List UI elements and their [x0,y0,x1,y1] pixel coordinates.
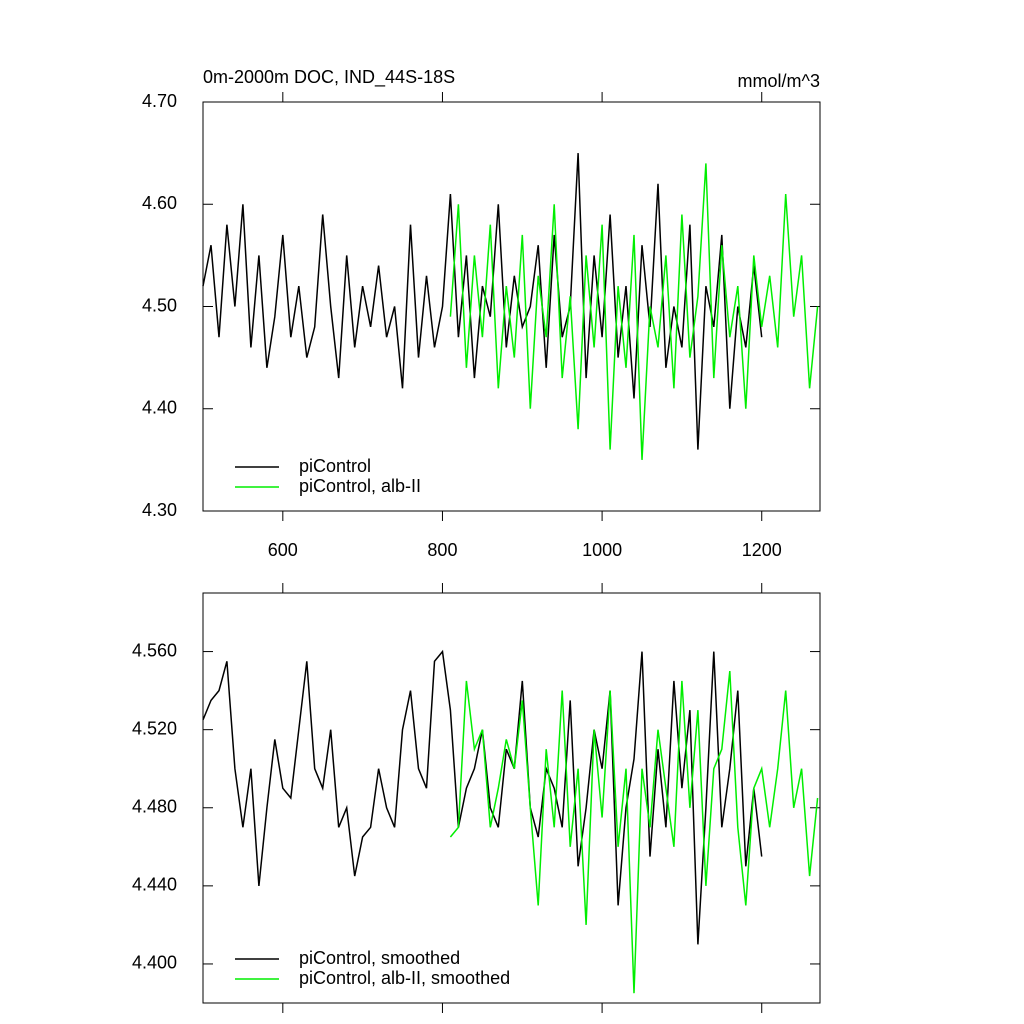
y-tick-label: 4.70 [142,91,177,111]
series-line [449,163,819,460]
x-tick-label: 600 [268,540,298,560]
y-tick-label: 4.60 [142,193,177,213]
chart-title: 0m-2000m DOC, IND_44S-18S [203,67,455,88]
plot-frame [202,592,821,1004]
y-tick-label: 4.480 [132,797,177,817]
legend-label: piControl, alb-II, smoothed [299,968,510,988]
legend-label: piControl [299,456,371,476]
y-tick-label: 4.50 [142,295,177,315]
y-tick-label: 4.440 [132,875,177,895]
legend-label: piControl, smoothed [299,948,460,968]
legend-label: piControl, alb-II [299,476,421,496]
units-label: mmol/m^3 [738,71,820,91]
y-tick-label: 4.520 [132,718,177,738]
series-line [202,153,763,450]
x-tick-label: 1000 [582,540,622,560]
series-line [202,649,763,945]
y-tick-label: 4.560 [132,640,177,660]
y-tick-label: 4.30 [142,500,177,520]
x-tick-label: 800 [427,540,457,560]
y-tick-label: 4.40 [142,398,177,418]
series-line [449,671,819,994]
y-tick-label: 4.400 [132,953,177,973]
x-tick-label: 1200 [742,540,782,560]
